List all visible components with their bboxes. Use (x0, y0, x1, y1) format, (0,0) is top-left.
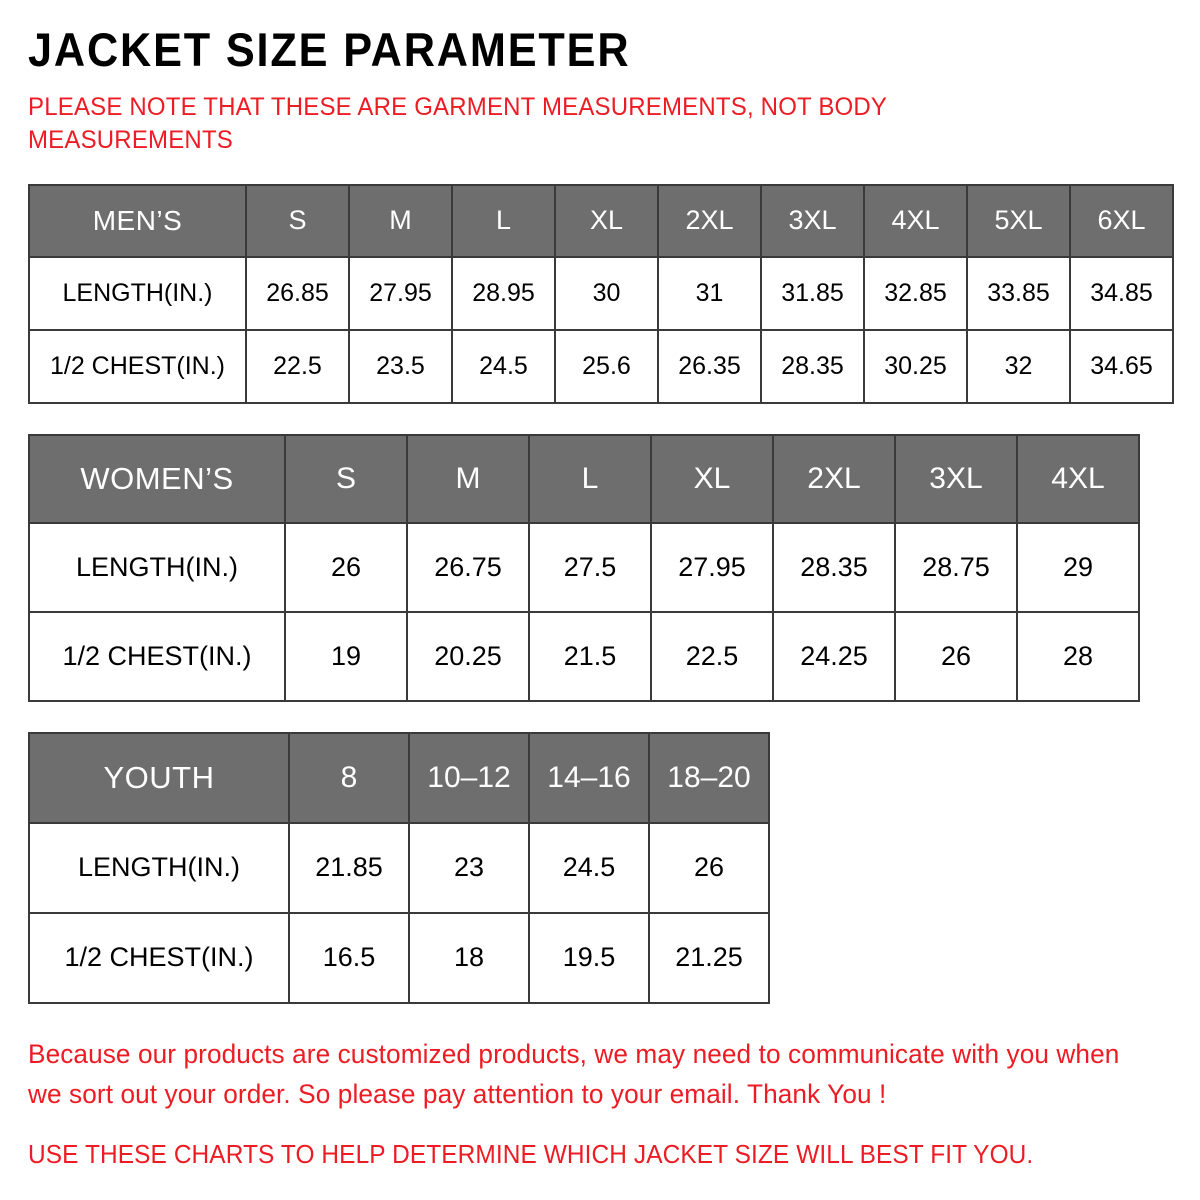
table-row: LENGTH(IN.) 21.85 23 24.5 26 (28, 821, 770, 914)
table-row: LENGTH(IN.) 26 26.75 27.5 27.95 28.35 28… (28, 521, 1140, 613)
cell-value: 24.5 (451, 328, 556, 404)
table-row: 1/2 CHEST(IN.) 22.5 23.5 24.5 25.6 26.35… (28, 328, 1174, 404)
cell-value: 27.95 (348, 255, 453, 331)
womens-col-3xl: 3XL (894, 433, 1018, 524)
womens-col-m: M (406, 433, 530, 524)
table-header-row: YOUTH 8 10–12 14–16 18–20 (28, 731, 770, 824)
cell-value: 26.75 (406, 521, 530, 613)
chart-usage-note: USE THESE CHARTS TO HELP DETERMINE WHICH… (28, 1138, 1034, 1169)
cell-value: 24.5 (528, 821, 650, 914)
womens-col-xl: XL (650, 433, 774, 524)
mens-col-l: L (451, 183, 556, 258)
cell-value: 28.75 (894, 521, 1018, 613)
table-row: LENGTH(IN.) 26.85 27.95 28.95 30 31 31.8… (28, 255, 1174, 331)
cell-value: 27.95 (650, 521, 774, 613)
cell-value: 31.85 (760, 255, 865, 331)
cell-value: 34.85 (1069, 255, 1174, 331)
cell-value: 19 (284, 610, 408, 702)
cell-value: 34.65 (1069, 328, 1174, 404)
cell-value: 26.85 (245, 255, 350, 331)
cell-value: 30 (554, 255, 659, 331)
row-label-length: LENGTH(IN.) (28, 521, 286, 613)
table-row: 1/2 CHEST(IN.) 19 20.25 21.5 22.5 24.25 … (28, 610, 1140, 702)
mens-col-s: S (245, 183, 350, 258)
cell-value: 28.95 (451, 255, 556, 331)
customization-note: Because our products are customized prod… (28, 1038, 1120, 1110)
cell-value: 24.25 (772, 610, 896, 702)
cell-value: 16.5 (288, 911, 410, 1004)
garment-measurement-note: PLEASE NOTE THAT THESE ARE GARMENT MEASU… (28, 93, 887, 155)
cell-value: 18 (408, 911, 530, 1004)
cell-value: 21.5 (528, 610, 652, 702)
row-label-length: LENGTH(IN.) (28, 255, 247, 331)
youth-col-14-16: 14–16 (528, 731, 650, 824)
row-label-length: LENGTH(IN.) (28, 821, 290, 914)
cell-value: 31 (657, 255, 762, 331)
cell-value: 23 (408, 821, 530, 914)
cell-value: 20.25 (406, 610, 530, 702)
youth-size-table: YOUTH 8 10–12 14–16 18–20 LENGTH(IN.) 21… (28, 731, 770, 1004)
cell-value: 28 (1016, 610, 1140, 702)
womens-col-2xl: 2XL (772, 433, 896, 524)
page-title: JACKET SIZE PARAMETER (28, 23, 631, 76)
cell-value: 32.85 (863, 255, 968, 331)
cell-value: 21.85 (288, 821, 410, 914)
cell-value: 26.35 (657, 328, 762, 404)
cell-value: 26 (284, 521, 408, 613)
youth-col-18-20: 18–20 (648, 731, 770, 824)
youth-col-10-12: 10–12 (408, 731, 530, 824)
cell-value: 26 (648, 821, 770, 914)
mens-col-5xl: 5XL (966, 183, 1071, 258)
mens-table-label: MEN’S (28, 183, 247, 258)
cell-value: 29 (1016, 521, 1140, 613)
cell-value: 27.5 (528, 521, 652, 613)
youth-table-label: YOUTH (28, 731, 290, 824)
cell-value: 33.85 (966, 255, 1071, 331)
womens-table-label: WOMEN’S (28, 433, 286, 524)
table-header-row: WOMEN’S S M L XL 2XL 3XL 4XL (28, 433, 1140, 524)
cell-value: 28.35 (760, 328, 865, 404)
womens-size-table: WOMEN’S S M L XL 2XL 3XL 4XL LENGTH(IN.)… (28, 433, 1140, 702)
mens-col-3xl: 3XL (760, 183, 865, 258)
womens-col-4xl: 4XL (1016, 433, 1140, 524)
cell-value: 30.25 (863, 328, 968, 404)
cell-value: 25.6 (554, 328, 659, 404)
mens-size-table: MEN’S S M L XL 2XL 3XL 4XL 5XL 6XL LENGT… (28, 183, 1174, 404)
cell-value: 21.25 (648, 911, 770, 1004)
mens-col-2xl: 2XL (657, 183, 762, 258)
cell-value: 19.5 (528, 911, 650, 1004)
womens-col-l: L (528, 433, 652, 524)
cell-value: 28.35 (772, 521, 896, 613)
table-header-row: MEN’S S M L XL 2XL 3XL 4XL 5XL 6XL (28, 183, 1174, 258)
mens-col-m: M (348, 183, 453, 258)
cell-value: 22.5 (245, 328, 350, 404)
youth-col-8: 8 (288, 731, 410, 824)
cell-value: 26 (894, 610, 1018, 702)
cell-value: 23.5 (348, 328, 453, 404)
cell-value: 32 (966, 328, 1071, 404)
row-label-half-chest: 1/2 CHEST(IN.) (28, 328, 247, 404)
row-label-half-chest: 1/2 CHEST(IN.) (28, 911, 290, 1004)
mens-col-4xl: 4XL (863, 183, 968, 258)
mens-col-xl: XL (554, 183, 659, 258)
womens-col-s: S (284, 433, 408, 524)
mens-col-6xl: 6XL (1069, 183, 1174, 258)
row-label-half-chest: 1/2 CHEST(IN.) (28, 610, 286, 702)
table-row: 1/2 CHEST(IN.) 16.5 18 19.5 21.25 (28, 911, 770, 1004)
cell-value: 22.5 (650, 610, 774, 702)
